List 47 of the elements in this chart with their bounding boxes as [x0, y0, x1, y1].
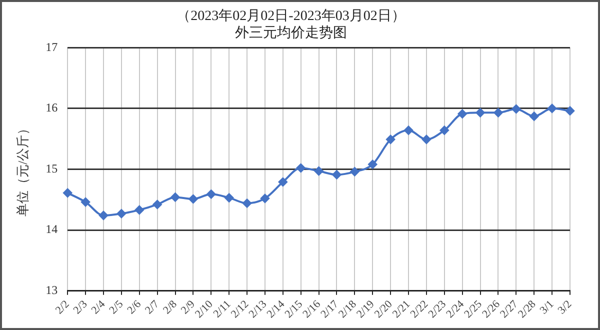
point — [314, 166, 324, 176]
point — [566, 106, 574, 116]
point — [404, 126, 414, 135]
point — [260, 194, 270, 203]
x-tick-label: 2/6 — [125, 298, 144, 317]
point — [512, 104, 521, 114]
point — [188, 194, 198, 204]
point — [422, 134, 431, 144]
point — [494, 108, 503, 118]
y-tick-label: 15 — [46, 161, 58, 176]
x-tick-label: 2/8 — [160, 298, 180, 317]
point — [332, 170, 342, 180]
y-tick-label: 14 — [46, 222, 58, 236]
y-axis-title: 单位（元/公斤） — [15, 122, 30, 217]
x-tick-label: 2/3 — [71, 298, 90, 317]
point — [440, 126, 449, 135]
point — [242, 198, 252, 208]
point — [476, 108, 485, 118]
chart-subtitle: 外三元均价走势图 — [235, 24, 347, 41]
x-tick-label: 3/1 — [538, 298, 556, 317]
y-tick-label: 16 — [46, 100, 58, 115]
point — [116, 209, 126, 218]
chart-title: （2023年02月02日-2023年03月02日） — [176, 8, 406, 24]
x-tick-label: 3/2 — [556, 298, 574, 317]
point — [206, 190, 216, 199]
x-tick-label: 2/28 — [516, 298, 539, 321]
point — [134, 205, 144, 214]
point — [63, 188, 72, 198]
point — [350, 167, 360, 176]
point — [368, 160, 378, 169]
point — [278, 177, 288, 186]
point — [224, 193, 234, 202]
x-tick-label: 2/7 — [143, 298, 162, 317]
x-tick-label: 2/2 — [53, 298, 72, 317]
point — [530, 112, 539, 121]
point — [152, 200, 162, 209]
point — [386, 134, 396, 144]
x-tick-label: 2/5 — [107, 298, 126, 317]
point — [458, 109, 467, 118]
y-tick-label: 13 — [46, 282, 58, 297]
point — [98, 210, 108, 220]
point — [296, 164, 306, 173]
point — [170, 192, 180, 202]
x-tick-label: 2/4 — [89, 298, 108, 317]
y-tick-label: 17 — [46, 40, 58, 54]
point — [548, 104, 557, 113]
point — [81, 198, 90, 207]
